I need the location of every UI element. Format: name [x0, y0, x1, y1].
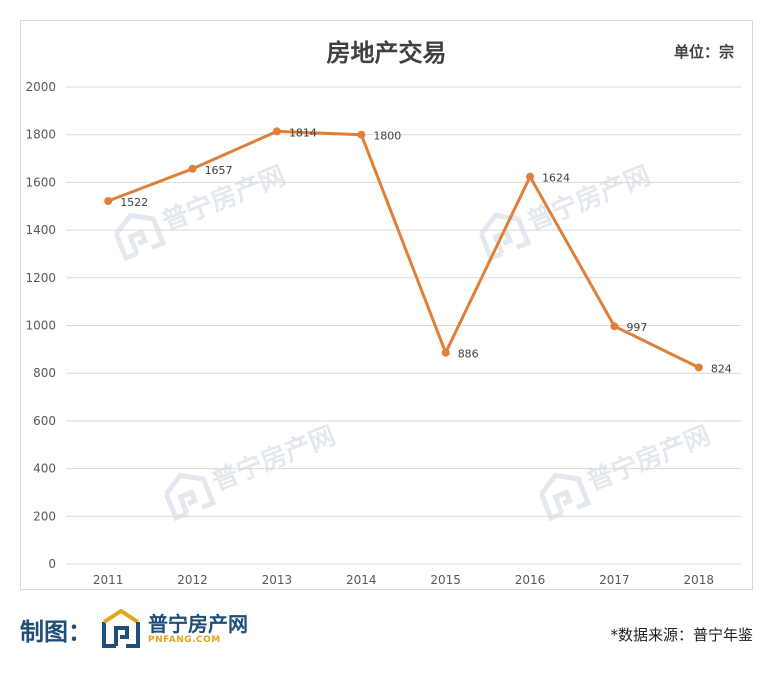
brand-domain: PNFANG.COM [148, 635, 221, 645]
data-label: 824 [711, 362, 732, 375]
x-tick-label: 2015 [430, 573, 461, 587]
house-logo-icon [100, 608, 142, 650]
watermark-text: 普宁房产网 [583, 420, 715, 497]
watermark-house-icon [113, 212, 167, 262]
made-by-label: 制图： [20, 617, 92, 646]
watermark: 普宁房产网 [538, 420, 715, 522]
brand-name: 普宁房产网 [148, 612, 248, 636]
y-tick-label: 1800 [25, 128, 56, 142]
x-tick-label: 2018 [684, 573, 715, 587]
y-tick-label: 2000 [25, 80, 56, 94]
y-tick-label: 1200 [25, 271, 56, 285]
data-point [272, 127, 281, 136]
chart-frame: 房地产交易 单位：宗 普宁房产网 普宁房产网 普宁房产网 普宁房产网 0 200 400 60… [20, 20, 753, 590]
data-point [357, 130, 366, 139]
data-label: 1657 [205, 164, 233, 177]
x-tick-label: 2014 [346, 573, 377, 587]
unit-label: 单位：宗 [673, 43, 734, 61]
x-tick-label: 2012 [177, 573, 208, 587]
y-tick-label: 400 [33, 462, 56, 476]
watermark-text: 普宁房产网 [208, 420, 340, 497]
y-tick-label: 1000 [25, 319, 56, 333]
watermark-house-icon [163, 472, 217, 522]
data-label: 1800 [373, 130, 401, 143]
data-label: 997 [626, 321, 647, 334]
data-point [694, 363, 703, 372]
x-tick-label: 2013 [262, 573, 293, 587]
watermark: 普宁房产网 [163, 420, 340, 522]
watermark-house-icon [538, 472, 592, 522]
y-tick-label: 600 [33, 414, 56, 428]
y-tick-label: 800 [33, 366, 56, 380]
y-tick-label: 200 [33, 509, 56, 523]
data-point [188, 164, 197, 173]
data-source: *数据来源：普宁年鉴 [610, 626, 753, 644]
y-tick-label: 1400 [25, 223, 56, 237]
data-label: 1522 [120, 196, 148, 209]
data-point [610, 322, 619, 331]
x-tick-label: 2011 [93, 573, 124, 587]
y-tick-label: 0 [48, 557, 56, 571]
data-point [104, 197, 113, 206]
data-point [441, 348, 450, 357]
data-label: 1624 [542, 172, 570, 185]
chart-title: 房地产交易 [326, 39, 447, 67]
data-label: 886 [458, 348, 479, 361]
footer-credit: 制图： 普宁房产网 PNFANG.COM [20, 608, 248, 650]
y-tick-label: 1600 [25, 175, 56, 189]
x-tick-label: 2017 [599, 573, 630, 587]
data-point [526, 172, 535, 181]
x-tick-label: 2016 [515, 573, 546, 587]
series-line [107, 129, 700, 369]
brand-logo: 普宁房产网 PNFANG.COM [148, 613, 248, 645]
data-label: 1814 [289, 126, 317, 139]
